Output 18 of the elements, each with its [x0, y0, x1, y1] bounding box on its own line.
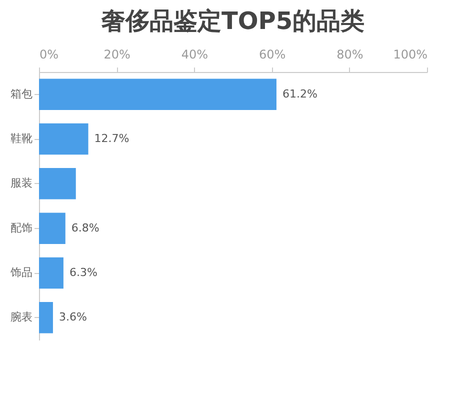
chart-title: 奢侈品鉴定TOP5的品类	[100, 7, 365, 35]
data-label: 6.8%	[71, 221, 100, 234]
y-tick-label: 饰品	[10, 266, 32, 279]
x-tick-label: 60%	[258, 48, 286, 62]
data-label: 3.6%	[58, 310, 87, 324]
x-tick-label: 20%	[104, 48, 130, 62]
data-label: 61.2%	[282, 87, 318, 100]
y-tick-label: 服装	[10, 176, 32, 190]
x-tick-label: 80%	[336, 48, 364, 62]
x-tick-label: 40%	[181, 48, 208, 62]
y-tick-label: 配饰	[10, 221, 32, 234]
y-tick-label: 腕表	[10, 310, 32, 324]
y-tick-label: 鞋靴	[10, 132, 32, 145]
x-tick-label: 100%	[393, 48, 428, 62]
x-tick-label: 0%	[40, 48, 59, 62]
data-label: 12.7%	[94, 132, 130, 145]
y-tick-label: 箱包	[10, 87, 32, 100]
data-label: 6.3%	[69, 266, 98, 279]
